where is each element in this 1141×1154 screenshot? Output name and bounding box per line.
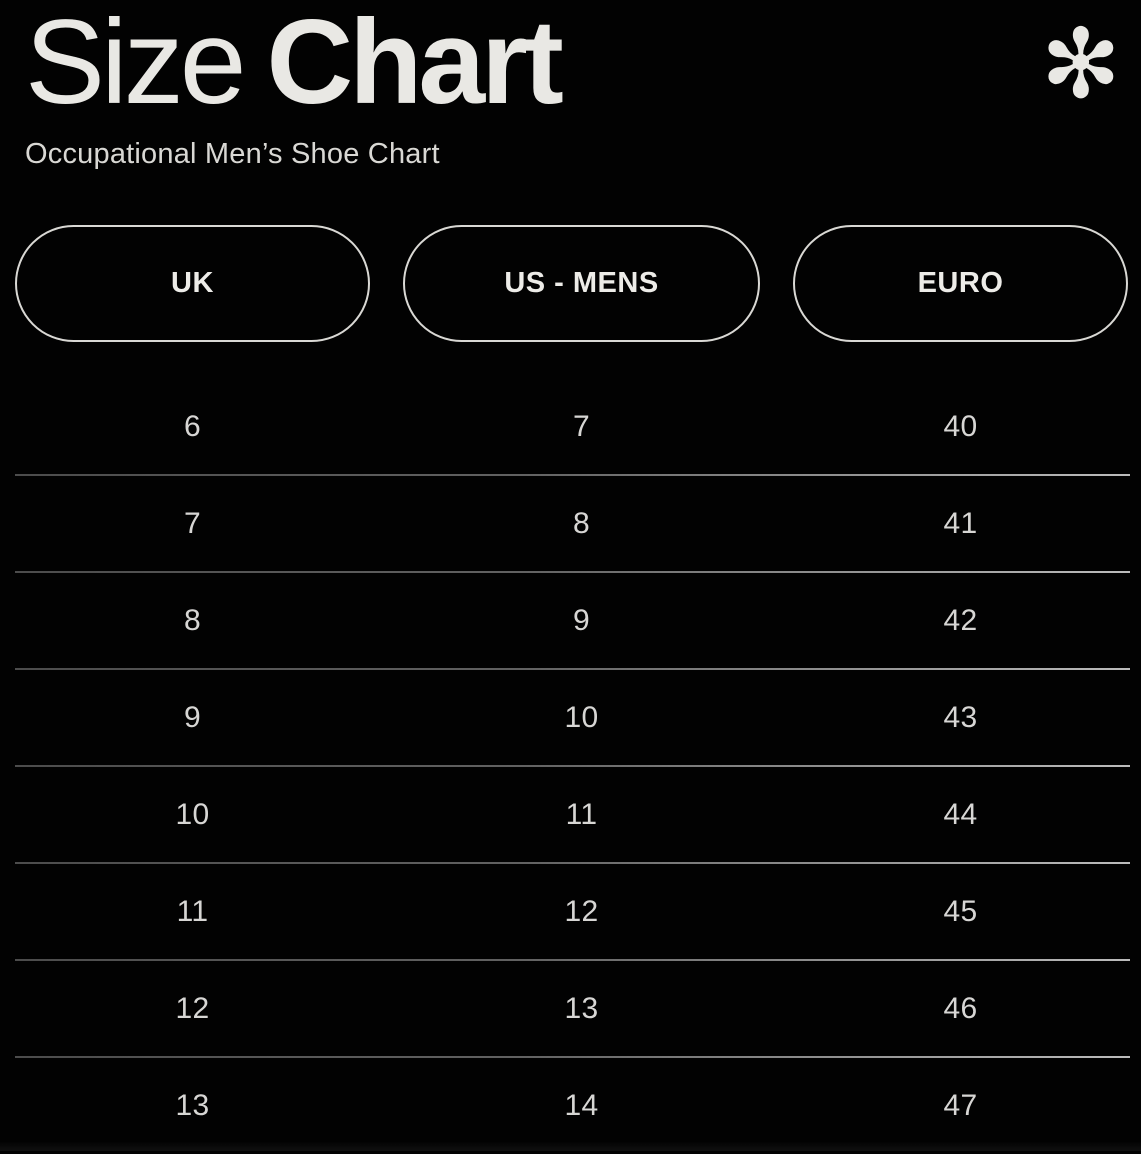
- size-cell-uk: 6: [184, 409, 201, 443]
- size-cell-us-mens: 12: [564, 894, 599, 928]
- size-cell-uk: 10: [175, 797, 210, 831]
- column-header-row: UK US - MENS EURO: [0, 225, 1141, 342]
- size-cell-us-mens: 11: [565, 797, 598, 831]
- table-row: 11 12 45: [0, 862, 1141, 960]
- size-cell-euro: 46: [943, 991, 978, 1025]
- size-cell-uk: 13: [175, 1088, 210, 1122]
- size-cell-euro: 40: [943, 409, 978, 443]
- column-pill-uk[interactable]: UK: [15, 225, 370, 342]
- size-cell-euro: 44: [943, 797, 978, 831]
- size-cell-us-mens: 8: [573, 506, 590, 540]
- size-cell-us-mens: 14: [564, 1088, 599, 1122]
- size-cell-euro: 42: [943, 603, 978, 637]
- subtitle: Occupational Men’s Shoe Chart: [25, 138, 440, 170]
- size-cell-uk: 9: [184, 700, 201, 734]
- table-row: 8 9 42: [0, 571, 1141, 669]
- size-cell-euro: 43: [943, 700, 978, 734]
- size-cell-uk: 7: [184, 506, 201, 540]
- column-pill-euro[interactable]: EURO: [793, 225, 1128, 342]
- page-title-bold: Chart: [266, 0, 563, 129]
- size-cell-euro: 45: [943, 894, 978, 928]
- table-row: 13 14 47: [0, 1056, 1141, 1154]
- asterisk-icon: ✻: [1040, 8, 1121, 120]
- size-table: 6 7 40 7 8 41 8 9 42 9 10 43 10 11 44 11 12 45 12 13 46 13 14 4…: [0, 378, 1141, 1154]
- table-row: 6 7 40: [0, 378, 1141, 475]
- size-cell-us-mens: 13: [564, 991, 599, 1025]
- size-cell-euro: 41: [943, 506, 978, 540]
- column-pill-us-mens[interactable]: US - MENS: [403, 225, 760, 342]
- header: Size Chart ✻: [0, 0, 1141, 122]
- table-row: 12 13 46: [0, 959, 1141, 1057]
- table-row: 7 8 41: [0, 474, 1141, 572]
- size-cell-us-mens: 10: [564, 700, 599, 734]
- size-cell-us-mens: 9: [573, 603, 590, 637]
- table-row: 9 10 43: [0, 668, 1141, 766]
- size-cell-uk: 8: [184, 603, 201, 637]
- table-row: 10 11 44: [0, 765, 1141, 863]
- size-cell-us-mens: 7: [573, 409, 590, 443]
- size-cell-uk: 11: [176, 894, 209, 928]
- size-cell-uk: 12: [175, 991, 210, 1025]
- page-title: Size Chart: [25, 2, 564, 122]
- page-title-regular: Size: [25, 0, 246, 129]
- size-cell-euro: 47: [943, 1088, 978, 1122]
